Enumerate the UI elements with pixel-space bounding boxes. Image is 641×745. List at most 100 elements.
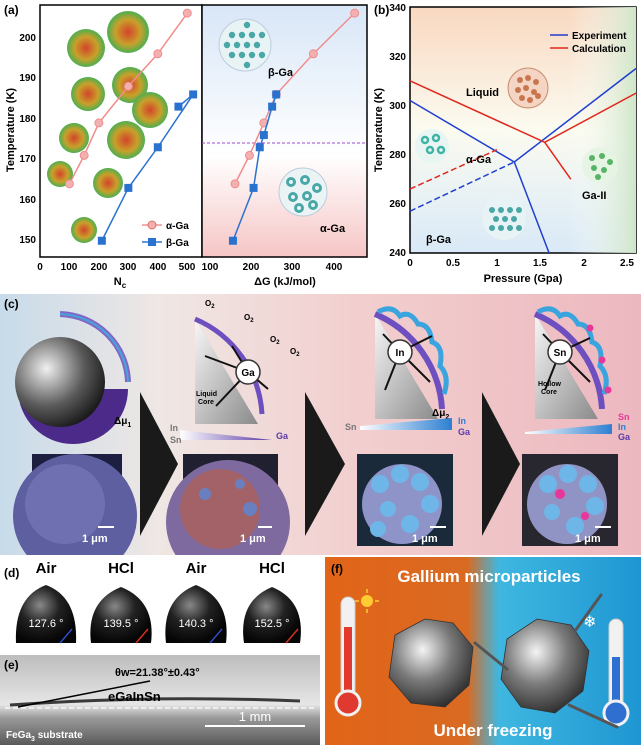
left-ytick: 190 <box>19 73 36 84</box>
hollow-core-1: Hollow <box>538 381 561 388</box>
scale-bars-c: 1 μm 1 μm 1 μm 1 μm <box>82 526 611 545</box>
series-line <box>68 12 188 185</box>
scale-label-c2: 1 μm <box>240 533 266 545</box>
d-header: Air <box>36 560 57 577</box>
data-point <box>272 90 281 99</box>
d-headers: Air HCl Air HCl <box>36 560 285 577</box>
core-sn: Sn <box>554 348 567 359</box>
panel-a: (a) β-Ga <box>0 0 370 300</box>
b-xtick: 0 <box>407 258 413 269</box>
grad3-sn: Sn <box>618 412 630 422</box>
data-point <box>153 49 163 59</box>
e-substrate: FeGa3 substrate <box>6 730 83 743</box>
d-substrate: Glass <box>107 644 136 656</box>
f-title: Gallium microparticles <box>397 567 580 586</box>
panel-b-label: (b) <box>374 3 389 17</box>
data-point <box>255 143 264 152</box>
snowflake-icon: ❄ <box>583 614 596 631</box>
e-angle: θw=21.38°±0.43° <box>115 667 200 679</box>
right-xtick: 100 <box>202 262 219 273</box>
left-ytick: 170 <box>19 154 36 165</box>
warm-thermometer-icon <box>334 596 362 717</box>
panel-f-svg: (f) Gallium microparticles Under freezin… <box>325 557 641 745</box>
b-region-labels: Liquid α-Ga β-Ga Ga-II <box>426 87 606 246</box>
droplets <box>8 585 312 653</box>
grad2-ga: Ga <box>458 427 471 437</box>
b-gaii-structure <box>582 147 618 183</box>
liquid-core-1: Liquid <box>196 391 217 398</box>
d-header: HCl <box>108 560 134 577</box>
region-beta: β-Ga <box>426 234 452 246</box>
grad1-bottom: Sn <box>170 435 182 445</box>
left-xticks: 0 100 200 300 400 500 <box>37 262 196 273</box>
data-point <box>79 150 89 160</box>
stage1-sphere <box>15 311 131 444</box>
panel-b-series <box>409 67 637 254</box>
process-arrow-2 <box>305 392 345 536</box>
o2-label: O2 <box>290 347 300 358</box>
panel-de-svg: (d) Air HCl Air HCl 127.6 ° 139.5 ° 140.… <box>0 560 320 745</box>
b-ytick: 260 <box>389 199 406 210</box>
sun-icon <box>355 589 379 613</box>
data-point <box>230 179 240 189</box>
panel-a-series <box>64 8 360 245</box>
region-gaii: Ga-II <box>582 190 606 202</box>
beta-ga-label: β-Ga <box>268 67 294 79</box>
d-substrates: Glass Glass Teflon Teflon <box>32 644 287 656</box>
grad1-right: Ga <box>276 431 289 441</box>
panel-b-svg: (b) <box>373 3 637 285</box>
panel-c-label: (c) <box>4 297 19 311</box>
data-point <box>249 183 258 192</box>
b-xtick: 0.5 <box>446 258 460 269</box>
d-angle: 139.5 ° <box>104 618 139 630</box>
panel-de: (d) Air HCl Air HCl 127.6 ° 139.5 ° 140.… <box>0 555 320 745</box>
left-xtick: 200 <box>91 262 108 273</box>
data-point <box>244 150 254 160</box>
series-line <box>409 161 515 212</box>
process-arrow-1 <box>140 392 178 536</box>
e-droplet-profile <box>9 697 301 707</box>
data-point <box>97 236 106 245</box>
region-alpha: α-Ga <box>466 154 492 166</box>
e-scale-bar <box>205 725 305 727</box>
liquid-core-2: Core <box>198 399 214 406</box>
left-xtick: 0 <box>37 262 43 273</box>
b-xtick: 1.5 <box>533 258 547 269</box>
data-point <box>228 236 237 245</box>
o2-label: O2 <box>270 335 280 346</box>
data-point <box>308 49 318 59</box>
particle-warm <box>388 618 474 708</box>
series-line <box>409 148 498 190</box>
panel-a-svg: (a) β-Ga <box>4 3 368 290</box>
b-xticks: 0 0.5 1 1.5 2 2.5 <box>407 258 634 269</box>
process-arrow-3 <box>482 392 520 536</box>
core-in: In <box>396 348 405 359</box>
right-xticks: 100 200 300 400 <box>202 262 343 273</box>
d-angle: 140.3 ° <box>179 618 214 630</box>
b-xtick: 1 <box>494 258 500 269</box>
data-point <box>64 179 74 189</box>
d-substrate: Glass <box>32 644 61 656</box>
grad2-in: In <box>458 416 466 426</box>
b-xlabel: Pressure (Gpa) <box>484 273 563 285</box>
alpha-ga-label: α-Ga <box>320 223 346 235</box>
panel-b-legend: Experiment Calculation <box>550 31 627 55</box>
gradient-bar-1 <box>180 430 272 440</box>
data-point <box>124 183 133 192</box>
sem-image-4 <box>522 454 618 546</box>
data-point <box>174 102 183 111</box>
cold-thermometer-icon <box>602 618 630 727</box>
sem-image-3 <box>357 454 453 546</box>
liquid-structure <box>507 67 549 109</box>
b-yticks: 240 260 280 300 320 340 <box>389 3 406 259</box>
data-point <box>259 131 268 140</box>
data-point <box>94 118 104 128</box>
o2-label: O2 <box>244 313 254 324</box>
b-xtick: 2 <box>581 258 587 269</box>
panel-f-label: (f) <box>331 562 343 576</box>
right-xlabel: ΔG (kJ/mol) <box>254 276 316 288</box>
d-angle: 152.5 ° <box>255 618 290 630</box>
e-tangent-line <box>17 680 151 708</box>
stage4-wedge <box>533 306 612 419</box>
d-substrate: Teflon <box>257 644 286 656</box>
